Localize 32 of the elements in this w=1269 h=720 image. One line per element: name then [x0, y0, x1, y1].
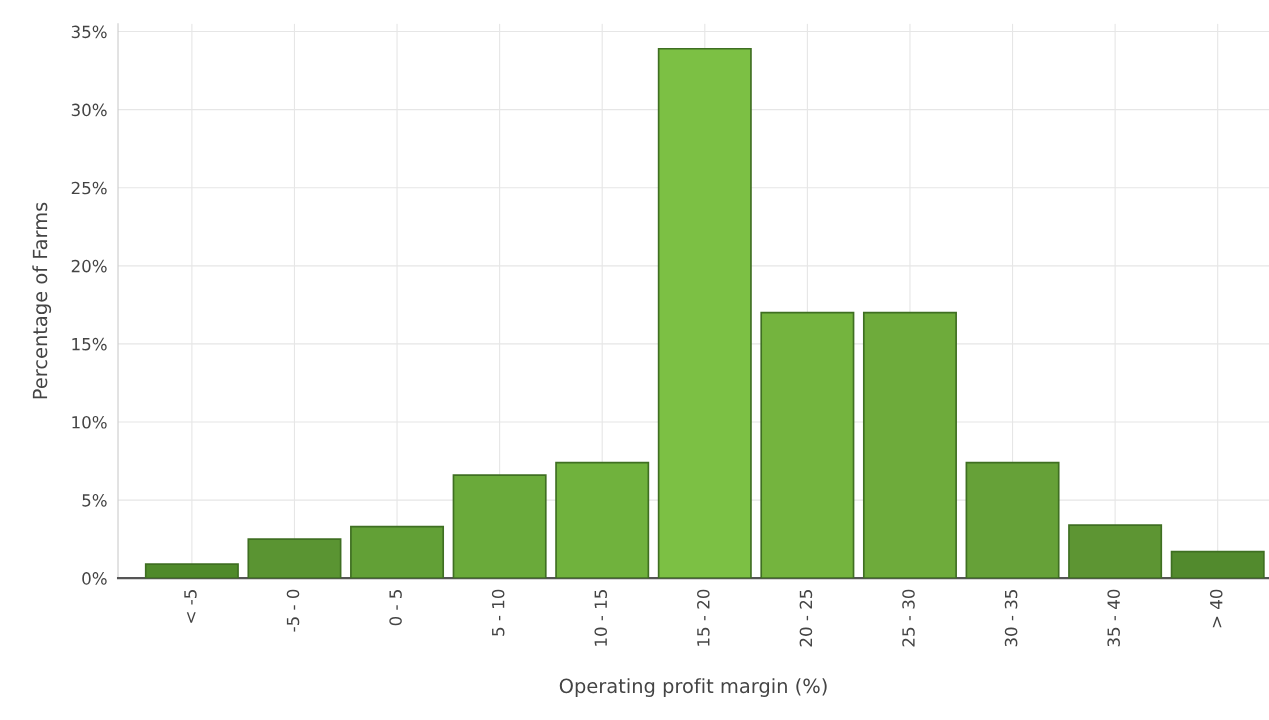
x-tick-label: 20 - 25: [799, 590, 813, 647]
y-tick-label: 35%: [71, 25, 107, 39]
bar: [350, 525, 445, 579]
x-tick-label: 30 - 35: [1004, 590, 1018, 647]
x-tick-label: 10 - 15: [594, 590, 608, 646]
bar: [1170, 550, 1265, 579]
bar: [555, 461, 650, 579]
bar: [760, 311, 855, 579]
bar: [1068, 524, 1163, 579]
bar: [862, 311, 957, 579]
bar: [247, 538, 342, 579]
x-tick-label: < -5: [184, 590, 197, 623]
bar: [965, 461, 1060, 579]
y-tick-label: 0%: [82, 572, 107, 585]
x-tick-label: 25 - 30: [902, 589, 915, 647]
y-axis-title: Percentage of Farms: [32, 202, 52, 399]
x-axis-title: Operating profit margin (%): [559, 678, 827, 697]
y-tick-label: 20%: [71, 259, 107, 273]
bar: [452, 474, 547, 579]
bar: [657, 47, 752, 579]
x-tick-label: 5 - 10: [491, 589, 505, 636]
y-tick-label: 30%: [71, 103, 107, 117]
y-tick-label: 15%: [72, 337, 107, 351]
y-tick-label: 10%: [72, 415, 107, 429]
x-tick-label: -5 - 0: [286, 589, 300, 632]
x-tick-label: 35 - 40: [1107, 589, 1120, 647]
y-tick-label: 25%: [71, 181, 107, 195]
x-tick-label: > 40: [1209, 589, 1223, 628]
bar: [144, 563, 239, 579]
y-tick-label: 5%: [82, 494, 107, 507]
x-tick-label: 0 - 5: [389, 590, 402, 626]
x-tick-label: 15 - 20: [697, 589, 710, 646]
